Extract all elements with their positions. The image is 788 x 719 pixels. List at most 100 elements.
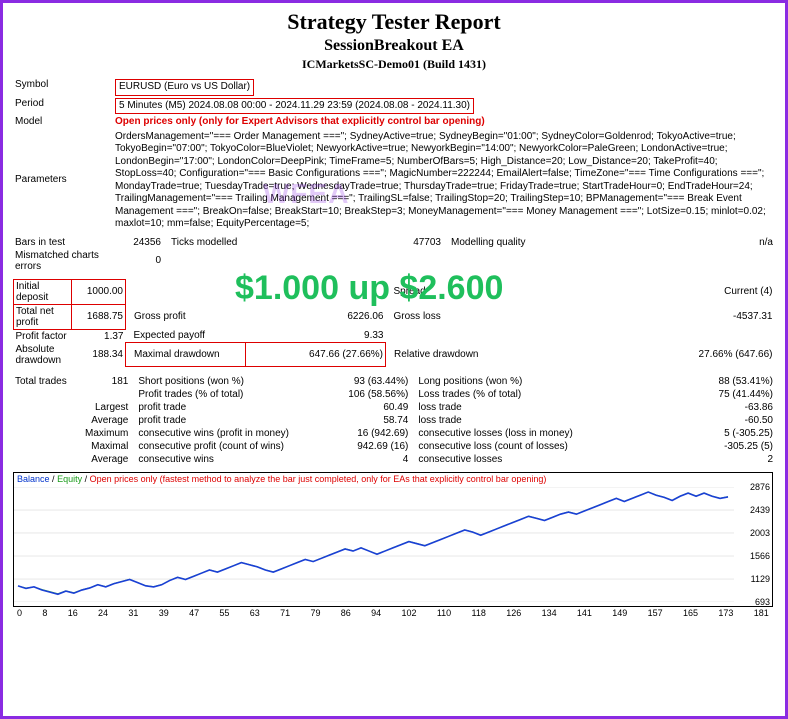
initial-deposit-label: Initial deposit: [14, 279, 72, 304]
avg-consecutive-wins-value: 4: [310, 453, 410, 466]
y-axis-label: 2876: [750, 482, 770, 492]
x-axis-label: 173: [718, 608, 733, 618]
x-axis-label: 0: [17, 608, 22, 618]
max-consecutive-wins-label: consecutive wins (profit in money): [130, 427, 310, 440]
report-subtitle: SessionBreakout EA: [13, 37, 775, 55]
largest-profit-trade-label: profit trade: [130, 401, 310, 414]
relative-drawdown-value: 27.66% (647.66): [675, 343, 775, 367]
x-axis-label: 165: [683, 608, 698, 618]
max-consecutive-losses-label: consecutive losses (loss in money): [410, 427, 675, 440]
bars-in-test-label: Bars in test: [13, 236, 113, 249]
symbol-value: EURUSD (Euro vs US Dollar): [119, 81, 250, 92]
symbol-label: Symbol: [13, 78, 113, 97]
x-axis-label: 24: [98, 608, 108, 618]
relative-drawdown-label: Relative drawdown: [386, 343, 675, 367]
average-loss-trade-value: -60.50: [675, 414, 775, 427]
maximal-consecutive-loss-label: consecutive loss (count of losses): [410, 440, 675, 453]
model-label: Model: [13, 115, 113, 130]
x-axis-label: 8: [42, 608, 47, 618]
x-axis-label: 157: [648, 608, 663, 618]
average2-label: Average: [83, 453, 130, 466]
profit-trades-value: 106 (58.56%): [310, 388, 410, 401]
x-axis-label: 86: [341, 608, 351, 618]
absolute-drawdown-value: 188.34: [72, 343, 126, 367]
maximal-drawdown-value: 647.66 (27.66%): [246, 343, 386, 367]
expected-payoff-value: 9.33: [246, 329, 386, 343]
report-build: ICMarketsSC-Demo01 (Build 1431): [13, 57, 775, 72]
largest-loss-trade-value: -63.86: [675, 401, 775, 414]
y-axis-label: 693: [755, 597, 770, 607]
period-value: 5 Minutes (M5) 2024.08.08 00:00 - 2024.1…: [119, 100, 470, 111]
y-axis-label: 2003: [750, 528, 770, 538]
period-label: Period: [13, 97, 113, 116]
report-title: Strategy Tester Report: [13, 9, 775, 35]
bars-in-test-value: 24356: [113, 236, 163, 249]
modelling-quality-label: Modelling quality: [443, 236, 705, 249]
x-axis-label: 126: [506, 608, 521, 618]
largest-profit-trade-value: 60.49: [310, 401, 410, 414]
maximal-consecutive-loss-value: -305.25 (5): [675, 440, 775, 453]
x-axis-label: 141: [577, 608, 592, 618]
x-axis-label: 16: [68, 608, 78, 618]
x-axis-label: 55: [219, 608, 229, 618]
average-profit-trade-label: profit trade: [130, 414, 310, 427]
y-axis-label: 1566: [750, 551, 770, 561]
chart-x-axis: 0816243139475563717986941021101181261341…: [13, 608, 773, 618]
x-axis-label: 47: [189, 608, 199, 618]
expected-payoff-label: Expected payoff: [126, 329, 246, 343]
x-axis-label: 110: [437, 608, 451, 618]
long-positions-label: Long positions (won %): [410, 375, 675, 388]
loss-trades-value: 75 (41.44%): [675, 388, 775, 401]
legend-open-prices: Open prices only (fastest method to anal…: [90, 474, 547, 484]
gross-loss-value: -4537.31: [675, 304, 775, 329]
model-value: Open prices only (only for Expert Adviso…: [113, 115, 775, 130]
profit-trades-label: Profit trades (% of total): [130, 388, 310, 401]
average-profit-trade-value: 58.74: [310, 414, 410, 427]
watermark-text: WFEA: [263, 178, 349, 210]
x-axis-label: 71: [280, 608, 290, 618]
max-consecutive-losses-value: 5 (-305.25): [675, 427, 775, 440]
loss-trades-label: Loss trades (% of total): [410, 388, 675, 401]
x-axis-label: 63: [250, 608, 260, 618]
x-axis-label: 118: [472, 608, 486, 618]
x-axis-label: 31: [128, 608, 138, 618]
spread-value: Current (4): [675, 279, 775, 304]
total-net-profit-label: Total net profit: [14, 304, 72, 329]
maximal-consecutive-profit-label: consecutive profit (count of wins): [130, 440, 310, 453]
long-positions-value: 88 (53.41%): [675, 375, 775, 388]
info-table: Symbol EURUSD (Euro vs US Dollar) Period…: [13, 78, 775, 232]
x-axis-label: 134: [542, 608, 557, 618]
equity-chart: Balance / Equity / Open prices only (fas…: [13, 472, 773, 607]
x-axis-label: 181: [754, 608, 769, 618]
x-axis-label: 94: [371, 608, 381, 618]
total-net-profit-value: 1688.75: [72, 304, 126, 329]
legend-equity: Equity: [57, 474, 82, 484]
total-trades-label: Total trades: [13, 375, 83, 388]
largest-loss-trade-label: loss trade: [410, 401, 675, 414]
modelling-quality-value: n/a: [705, 236, 775, 249]
absolute-drawdown-label: Absolute drawdown: [14, 343, 72, 367]
big-money-overlay: $1.000 up $2.600: [235, 269, 503, 308]
y-axis-label: 1129: [751, 574, 770, 584]
x-axis-label: 149: [612, 608, 627, 618]
gross-profit-label: Gross profit: [126, 304, 246, 329]
chart-svg: [14, 487, 734, 602]
avg-consecutive-wins-label: consecutive wins: [130, 453, 310, 466]
initial-deposit-value: 1000.00: [72, 279, 126, 304]
avg-consecutive-losses-value: 2: [675, 453, 775, 466]
stats-trades-table: Total trades 181 Short positions (won %)…: [13, 375, 775, 466]
profit-factor-value: 1.37: [72, 329, 126, 343]
short-positions-label: Short positions (won %): [130, 375, 310, 388]
maximum-label: Maximum: [83, 427, 130, 440]
avg-consecutive-losses-label: consecutive losses: [410, 453, 675, 466]
ticks-modelled-label: Ticks modelled: [163, 236, 283, 249]
parameters-label: Parameters: [13, 130, 113, 232]
mismatched-errors-value: 0: [113, 249, 163, 273]
profit-factor-label: Profit factor: [14, 329, 72, 343]
parameters-value: OrdersManagement="=== Order Management =…: [113, 130, 775, 232]
average-loss-trade-label: loss trade: [410, 414, 675, 427]
max-consecutive-wins-value: 16 (942.69): [310, 427, 410, 440]
ticks-modelled-value: 47703: [283, 236, 443, 249]
mismatched-errors-label: Mismatched charts errors: [13, 249, 113, 273]
x-axis-label: 79: [310, 608, 320, 618]
